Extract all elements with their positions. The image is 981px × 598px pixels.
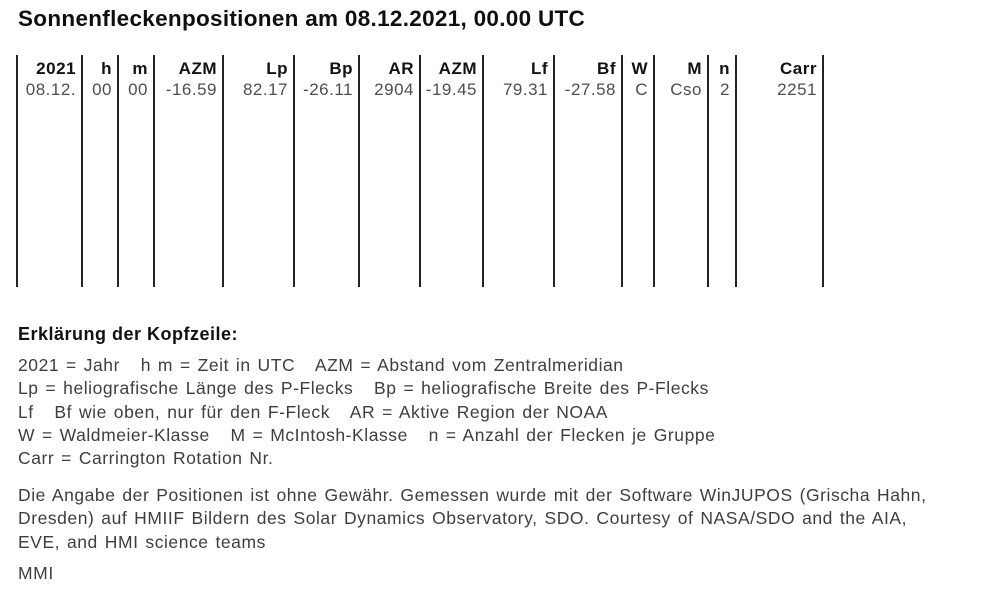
table-column-lp: Lp 82.17 [222,55,293,287]
column-value: 08.12. [25,80,76,99]
explanation-line: 2021 = Jahr h m = Zeit in UTC AZM = Abst… [18,355,624,375]
column-header: m [132,59,148,78]
table-column-year: 2021 08.12. [16,55,81,287]
explanation-line: W = Waldmeier-Klasse M = McIntosh-Klasse… [18,424,716,445]
column-value: 00 [128,80,148,99]
column-header: M [687,59,702,78]
table-column-azm-p: AZM -16.59 [153,55,222,287]
column-value: 2904 [374,80,414,99]
column-value: -26.11 [303,80,353,99]
column-value: Cso [670,80,702,99]
disclaimer-block: Die Angabe der Positionen ist ohne Gewäh… [18,484,926,554]
explanation-line: Lf Bf wie oben, nur für den F-Fleck AR =… [18,401,609,422]
column-header: AZM [438,59,477,78]
table-column-bp: Bp -26.11 [293,55,358,287]
table-column-bf: Bf -27.58 [553,55,621,287]
column-value: -16.59 [165,80,217,99]
column-value: 2 [720,80,730,99]
table-column-ar: AR 2904 [358,55,419,287]
table-column-hour: h 00 [81,55,117,287]
column-value: -27.58 [564,80,616,99]
column-header: n [719,59,730,78]
column-value: 82.17 [242,80,288,99]
table-column-azm-f: AZM -19.45 [419,55,482,287]
explanation-line: Lp = heliografische Länge des P-Flecks B… [18,378,709,399]
column-value: C [635,80,648,99]
table-column-waldmeier: W C [621,55,653,287]
table-column-count: n 2 [707,55,735,287]
table-column-minute: m 00 [117,55,153,287]
column-header: 2021 [36,59,76,78]
explanation-heading: Erklärung der Kopfzeile: [18,324,239,344]
column-value: -19.45 [425,80,477,99]
disclaimer-line: Die Angabe der Positionen ist ohne Gewäh… [18,485,927,505]
page-title: Sonnenfleckenpositionen am 08.12.2021, 0… [18,6,586,31]
column-header: Lf [530,59,548,78]
column-header: AR [388,59,414,78]
table-column-mcintosh: M Cso [653,55,707,287]
table-column-lf: Lf 79.31 [482,55,553,287]
column-header: AZM [178,59,217,78]
explanation-block: 2021 = Jahr h m = Zeit in UTC AZM = Abst… [18,354,715,470]
column-value: 79.31 [502,80,548,99]
column-value: 00 [92,80,112,99]
column-header: Carr [780,59,817,78]
column-header: Bp [329,59,353,78]
disclaimer-line: Dresden) auf HMIIF Bildern des Solar Dyn… [18,508,908,529]
sunspot-position-table: 2021 08.12. h 00 m 00 AZM -16.59 Lp 82.1… [16,55,824,287]
table-column-carrington: Carr 2251 [735,55,822,287]
column-header: Lp [266,59,288,78]
column-value: 2251 [777,80,817,99]
disclaimer-line: EVE, and HMI science teams [18,531,266,552]
explanation-line: Carr = Carrington Rotation Nr. [18,448,274,469]
column-header: h [101,59,112,78]
column-header: W [631,59,648,78]
column-header: Bf [597,59,616,78]
signature: MMI [18,563,54,583]
